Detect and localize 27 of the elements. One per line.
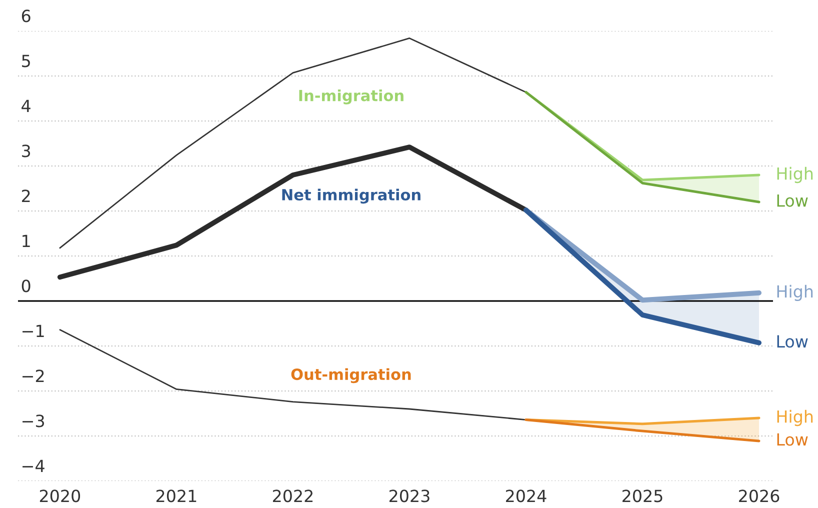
y-tick-label: −3 [22,414,44,428]
annotation: Net immigration [282,188,420,204]
series-label: Low [777,433,808,446]
y-tick-label: 6 [22,10,30,22]
series-label: High [777,284,813,301]
y-tick-label: 4 [22,100,30,112]
y-tick-label: 0 [22,280,30,292]
y-tick-label: −4 [22,460,44,472]
y-tick-label: −1 [22,324,44,337]
x-tick-label: 2020 [40,490,80,502]
annotation: Out-migration [291,368,411,384]
series-label: Low [777,335,808,348]
y-tick-label: 3 [22,144,30,158]
y-tick-label: 5 [22,54,30,68]
x-tick-label: 2022 [272,490,313,502]
x-tick-label: 2026 [739,490,780,502]
x-tick-label: 2025 [622,490,662,502]
annotation: In-migration [299,89,404,104]
y-tick-label: 1 [22,234,30,247]
x-tick-label: 2024 [506,490,546,502]
series-label: High [777,410,813,426]
series-label: High [777,166,813,184]
y-tick-label: 2 [22,190,30,202]
x-tick-label: 2021 [156,490,196,502]
x-tick-label: 2023 [389,490,430,502]
y-tick-label: −2 [22,370,44,382]
series-label: Low [777,194,808,207]
